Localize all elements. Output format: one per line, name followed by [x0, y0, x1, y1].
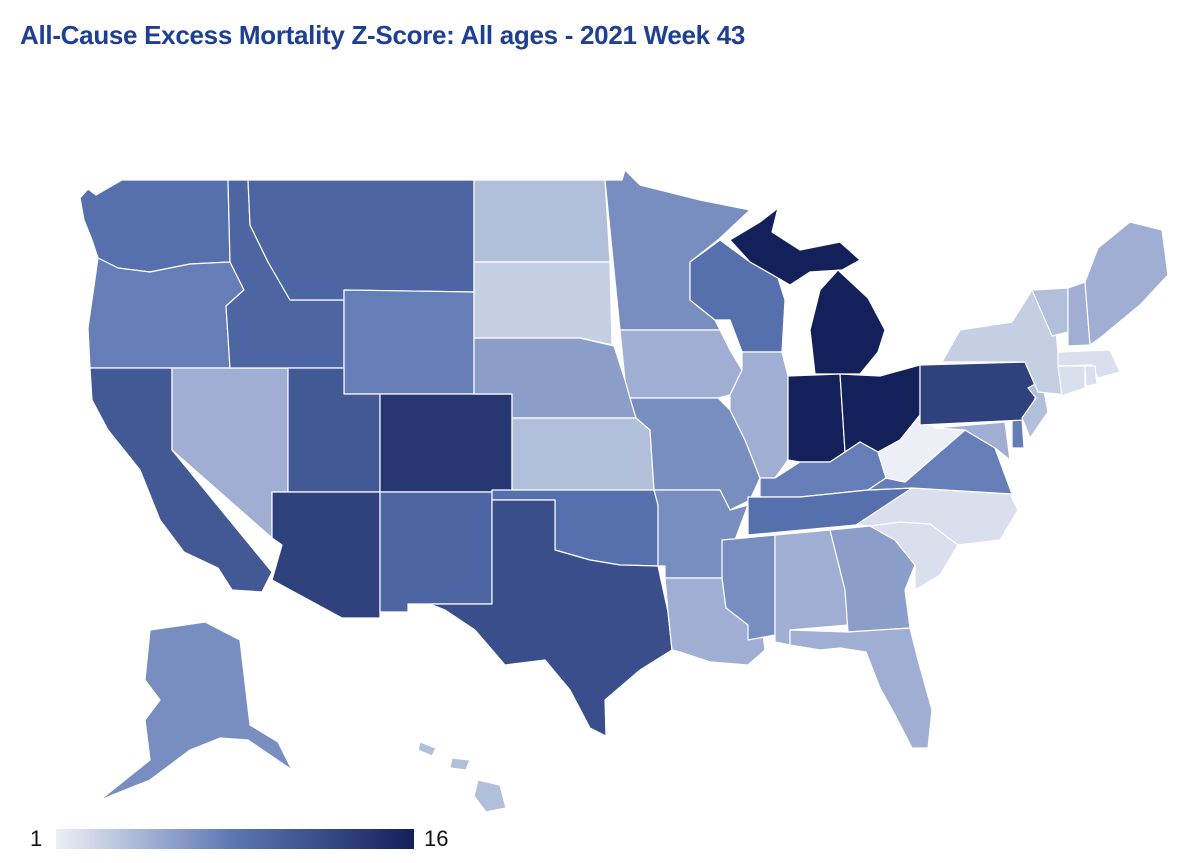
state-wa[interactable] — [79, 179, 231, 273]
state-pa[interactable] — [919, 361, 1039, 426]
state-mi[interactable] — [809, 269, 886, 375]
legend-color-scale — [56, 829, 414, 849]
state-tx[interactable] — [429, 499, 673, 737]
state-fl[interactable] — [789, 627, 933, 749]
state-de[interactable] — [1011, 417, 1025, 449]
state-md[interactable] — [934, 421, 1011, 461]
state-ak[interactable] — [99, 621, 293, 801]
state-co[interactable] — [379, 393, 513, 493]
legend-gradient-bar — [56, 829, 414, 849]
state-ct[interactable] — [1057, 365, 1086, 397]
state-hi[interactable] — [417, 741, 507, 813]
map-title: All-Cause Excess Mortality Z-Score: All … — [20, 20, 746, 50]
state-nd[interactable] — [473, 179, 611, 263]
state-me[interactable] — [1084, 221, 1169, 346]
state-ks[interactable] — [511, 417, 655, 491]
legend-min-label: 1 — [30, 826, 43, 851]
state-sd[interactable] — [473, 261, 613, 346]
state-mi-upper[interactable] — [729, 207, 861, 286]
state-az[interactable] — [271, 491, 381, 619]
state-nm[interactable] — [379, 491, 493, 613]
state-ia[interactable] — [619, 329, 743, 399]
state-or[interactable] — [87, 257, 245, 369]
legend-max-label: 16 — [424, 826, 449, 851]
state-mo[interactable] — [629, 397, 761, 511]
state-mt[interactable] — [247, 179, 475, 301]
state-wy[interactable] — [343, 289, 475, 395]
state-ri[interactable] — [1084, 365, 1098, 387]
state-in[interactable] — [787, 373, 846, 463]
